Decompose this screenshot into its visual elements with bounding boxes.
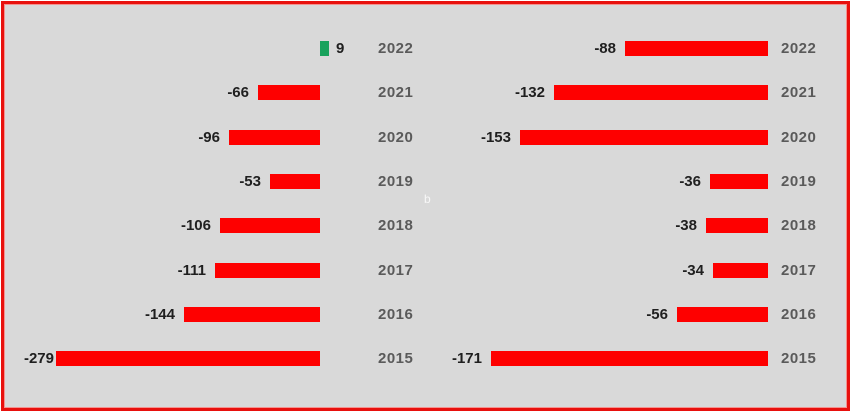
left-value-label-2017: -111 xyxy=(177,262,206,279)
right-value-label-2016: -56 xyxy=(646,306,668,323)
right-bar-2015 xyxy=(491,351,768,366)
right-bar-2022 xyxy=(625,41,768,56)
right-value-label-2020: -153 xyxy=(480,129,511,146)
left-bar-2021 xyxy=(258,85,320,100)
left-value-label-2015: -279 xyxy=(23,350,54,367)
left-bar-2019 xyxy=(270,174,320,189)
left-bar-2016 xyxy=(184,307,320,322)
left-year-label-2021: 2021 xyxy=(378,84,414,101)
right-value-label-2019: -36 xyxy=(679,173,701,190)
left-year-label-2022: 2022 xyxy=(378,40,414,57)
left-bar-2017 xyxy=(215,263,320,278)
right-bar-2019 xyxy=(710,174,768,189)
left-bar-2015 xyxy=(56,351,320,366)
left-bar-2022 xyxy=(320,41,329,56)
left-value-label-2019: -53 xyxy=(239,173,261,190)
right-value-label-2022: -88 xyxy=(594,40,616,57)
watermark-text: b xyxy=(424,192,431,206)
left-year-label-2018: 2018 xyxy=(378,217,414,234)
left-value-label-2016: -144 xyxy=(144,306,175,323)
right-bar-2021 xyxy=(554,85,768,100)
left-bar-2020 xyxy=(229,130,320,145)
right-year-label-2018: 2018 xyxy=(781,217,817,234)
left-value-label-2018: -106 xyxy=(180,217,211,234)
left-value-label-2021: -66 xyxy=(227,84,249,101)
right-value-label-2018: -38 xyxy=(675,217,697,234)
left-year-label-2016: 2016 xyxy=(378,306,414,323)
right-value-label-2015: -171 xyxy=(451,350,482,367)
right-year-label-2020: 2020 xyxy=(781,129,817,146)
right-bar-2018 xyxy=(706,218,768,233)
right-bar-2016 xyxy=(677,307,768,322)
left-year-label-2019: 2019 xyxy=(378,173,414,190)
left-bar-2018 xyxy=(220,218,320,233)
right-year-label-2022: 2022 xyxy=(781,40,817,57)
right-year-label-2021: 2021 xyxy=(781,84,817,101)
right-year-label-2016: 2016 xyxy=(781,306,817,323)
left-value-label-2020: -96 xyxy=(198,129,220,146)
right-value-label-2021: -132 xyxy=(514,84,545,101)
left-year-label-2017: 2017 xyxy=(378,262,414,279)
right-year-label-2015: 2015 xyxy=(781,350,817,367)
right-bar-2020 xyxy=(520,130,768,145)
left-year-label-2015: 2015 xyxy=(378,350,414,367)
right-value-label-2017: -34 xyxy=(682,262,704,279)
left-year-label-2020: 2020 xyxy=(378,129,414,146)
right-bar-2017 xyxy=(713,263,768,278)
left-value-label-2022: 9 xyxy=(336,40,345,57)
right-year-label-2017: 2017 xyxy=(781,262,817,279)
right-year-label-2019: 2019 xyxy=(781,173,817,190)
